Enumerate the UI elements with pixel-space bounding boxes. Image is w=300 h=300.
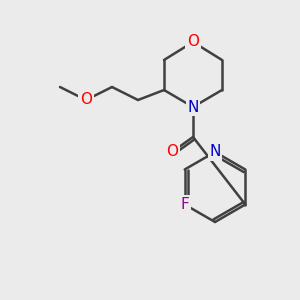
Text: O: O xyxy=(166,145,178,160)
Text: F: F xyxy=(180,197,189,212)
Text: N: N xyxy=(209,145,221,160)
Text: O: O xyxy=(80,92,92,107)
Text: N: N xyxy=(187,100,199,115)
Text: O: O xyxy=(187,34,199,50)
